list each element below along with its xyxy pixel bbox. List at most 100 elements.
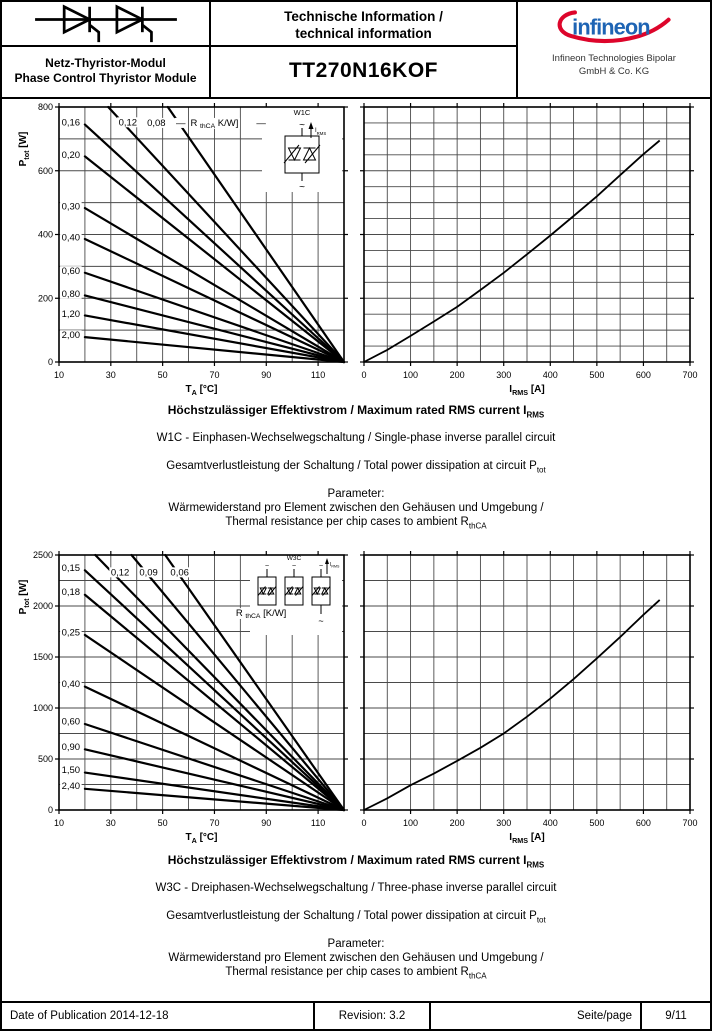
caption-parameter-de: Wärmewiderstand pro Element zwischen den…	[168, 952, 544, 964]
svg-text:0,30: 0,30	[62, 201, 81, 212]
svg-text:1,50: 1,50	[62, 765, 81, 776]
svg-text:0: 0	[361, 370, 366, 380]
svg-text:50: 50	[158, 818, 168, 828]
caption-title: Höchstzulässiger Effektivstrom / Maximum…	[167, 853, 545, 870]
svg-text:TA [°C]: TA [°C]	[186, 384, 218, 397]
svg-text:~: ~	[265, 563, 269, 570]
svg-text:100: 100	[403, 370, 418, 380]
axis-ticks-and-labels: 0 100 200 300 400 500 600 700 IRMS [A]	[360, 103, 698, 397]
plot-border	[363, 554, 691, 811]
svg-text:0: 0	[48, 805, 53, 815]
svg-text:1000: 1000	[33, 703, 53, 713]
svg-text:30: 30	[106, 370, 116, 380]
svg-text:2,40: 2,40	[62, 781, 81, 792]
svg-text:110: 110	[311, 818, 325, 828]
svg-text:500: 500	[38, 754, 53, 764]
thyristor-symbols-icon	[34, 4, 177, 42]
logo-wordmark: infineon	[572, 14, 649, 39]
caption-section-w3c: Höchstzulässiger Effektivstrom / Maximum…	[2, 853, 710, 988]
caption-circuit: W3C - Dreiphasen-Wechselwegschaltung / T…	[155, 882, 557, 894]
power-vs-current-curve	[363, 139, 661, 363]
header-right-cell: infineon Infineon Technologies Bipolar G…	[518, 2, 710, 97]
svg-text:~: ~	[292, 563, 296, 570]
svg-text:100: 100	[403, 818, 418, 828]
power-vs-current-curve	[363, 599, 661, 811]
svg-text:500: 500	[589, 818, 604, 828]
svg-text:0,20: 0,20	[62, 149, 81, 160]
svg-text:0,60: 0,60	[62, 266, 81, 277]
logo-swoosh	[557, 10, 671, 43]
svg-text:400: 400	[543, 370, 558, 380]
svg-text:W3C: W3C	[287, 555, 302, 562]
svg-text:W1C: W1C	[294, 108, 311, 117]
svg-text:0,12: 0,12	[111, 567, 129, 578]
doc-type-de: Technische Information /	[284, 8, 443, 24]
svg-text:0: 0	[48, 357, 53, 367]
line-labels: 0,16 0,20 0,30 0,40 0,60 0,80 1,20 2,00 0,12 0,08…	[60, 117, 268, 341]
header: Netz-Thyristor-Modul Phase Control Thyri…	[2, 2, 710, 99]
circuit-inset-w3c: W3C~ ~ ~ IRMS~	[250, 550, 342, 635]
product-family: Netz-Thyristor-Modul Phase Control Thyri…	[2, 47, 209, 95]
svg-text:Ptot [W]: Ptot [W]	[18, 132, 31, 167]
svg-text:0,09: 0,09	[139, 567, 158, 578]
svg-text:0,40: 0,40	[62, 232, 81, 243]
line-labels: 0,15 0,18 0,25 0,40 0,60 0,90 1,50 2,40 0,12 0,09…	[60, 562, 288, 792]
caption-title: Höchstzulässiger Effektivstrom / Maximum…	[167, 403, 545, 420]
footer-date: Date of Publication 2014-12-18	[2, 1003, 315, 1029]
svg-text:2500: 2500	[33, 550, 53, 560]
caption-dissipation: Gesamtverlustleistung der Schaltung / To…	[166, 910, 546, 925]
circuit-inset-w1c: W1C ~ IRMS ~	[262, 103, 342, 193]
svg-text:300: 300	[496, 818, 511, 828]
plot-border	[58, 554, 345, 811]
svg-text:~: ~	[299, 120, 305, 131]
svg-text:IRMS [A]: IRMS [A]	[509, 384, 544, 397]
svg-text:70: 70	[209, 818, 219, 828]
svg-text:70: 70	[209, 370, 219, 380]
footer-revision: Revision: 3.2	[315, 1003, 431, 1029]
svg-text:800: 800	[38, 102, 53, 112]
caption-dissipation: Gesamtverlustleistung der Schaltung / To…	[166, 460, 546, 475]
w1c-derating-chart: W1C ~ IRMS ~0,16 0,20 0,30 0,40 0,60 0,80 1,20 2,0…	[18, 102, 348, 397]
svg-text:IRMS: IRMS	[315, 128, 326, 135]
svg-text:0,80: 0,80	[62, 288, 81, 299]
svg-text:30: 30	[106, 818, 116, 828]
svg-text:90: 90	[261, 818, 271, 828]
svg-text:2,00: 2,00	[62, 330, 81, 341]
rthca-fan-lines	[83, 105, 346, 364]
svg-text:0,16: 0,16	[62, 117, 81, 128]
rthca-fan-lines	[83, 553, 346, 812]
gridlines	[363, 106, 691, 363]
svg-text:0,08: 0,08	[147, 117, 166, 128]
axis-ticks-and-labels: 0 100 200 300 400 500 600 700 IRMS [A]	[360, 551, 698, 845]
svg-text:200: 200	[450, 818, 465, 828]
svg-text:200: 200	[38, 293, 53, 303]
svg-text:—: —	[256, 117, 266, 128]
svg-text:700: 700	[682, 370, 697, 380]
svg-text:0,06: 0,06	[170, 567, 189, 578]
caption-parameter-en: Thermal resistance per chip cases to amb…	[225, 516, 487, 531]
axis-ticks-and-labels: 10 30 50 70 90 110 0 200 400 600 800 TA [°C] Ptot [W…	[18, 102, 348, 397]
w3c-derating-chart: W3C~ ~ ~ IRMS~0,150,180,250,400,600,901,502…	[18, 550, 348, 845]
axis-ticks-and-labels: 10 30 50 70 90 110 0 500 1000 1500 2000 2500 TA [°C]…	[18, 550, 348, 845]
svg-text:1500: 1500	[33, 652, 53, 662]
svg-text:10: 10	[54, 370, 64, 380]
svg-text:0,90: 0,90	[62, 741, 81, 752]
doc-type-en: technical information	[295, 25, 432, 41]
svg-text:0: 0	[361, 818, 366, 828]
svg-text:Ptot [W]: Ptot [W]	[18, 580, 31, 615]
infineon-logo: infineon	[557, 10, 671, 43]
caption-parameter-en: Thermal resistance per chip cases to amb…	[225, 966, 487, 981]
svg-text:0,15: 0,15	[62, 562, 81, 573]
svg-text:700: 700	[682, 818, 697, 828]
svg-text:50: 50	[158, 370, 168, 380]
footer-page-label: Seite/page	[431, 1003, 642, 1029]
svg-text:~: ~	[319, 563, 323, 570]
company-name: Infineon Technologies Bipolar GmbH & Co.…	[552, 53, 676, 77]
part-number: TT270N16KOF	[288, 59, 439, 82]
svg-text:2000: 2000	[33, 601, 53, 611]
header-left-cell: Netz-Thyristor-Modul Phase Control Thyri…	[2, 2, 211, 97]
svg-text:10: 10	[54, 818, 64, 828]
svg-text:400: 400	[543, 818, 558, 828]
svg-text:600: 600	[636, 370, 651, 380]
doc-type: Technische Information / technical infor…	[211, 2, 516, 47]
